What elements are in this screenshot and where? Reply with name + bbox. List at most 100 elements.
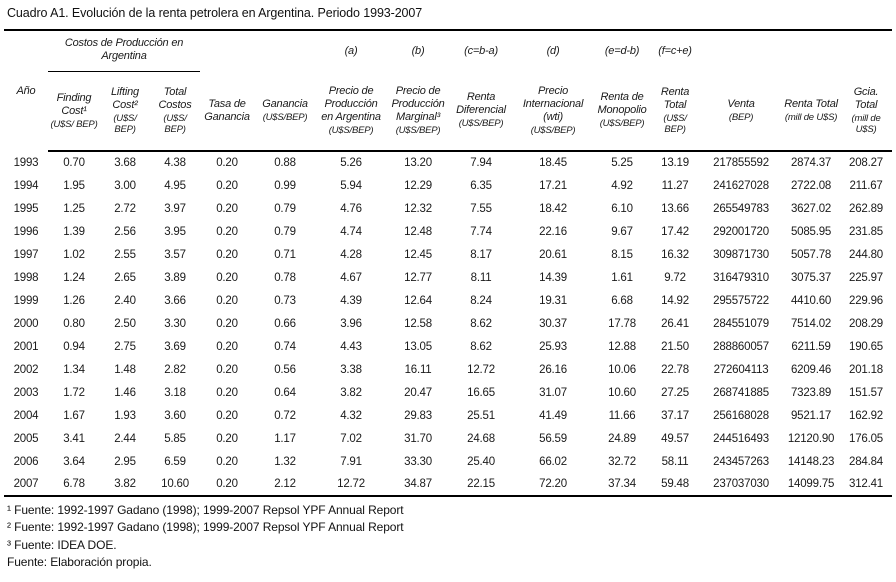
data-cell: 31.07 (539, 386, 567, 399)
data-cell: 22.15 (450, 473, 513, 497)
col-header-lifting-cost: Lifting Cost² (U$S/ BEP) (100, 71, 150, 152)
data-cell: 17.21 (539, 179, 567, 192)
data-cell: 10.60 (150, 473, 201, 497)
data-cell: 237037030 (700, 473, 783, 497)
data-cell: 25.93 (539, 340, 567, 353)
data-cell: 3.89 (164, 271, 186, 284)
year-cell: 2000 (13, 317, 39, 330)
costos-group-header: Costos de Producción en Argentina (48, 30, 201, 72)
col-header-gcia-total: Gcia. Total (mill de U$S) (840, 71, 893, 152)
data-cell: 3.18 (164, 386, 186, 399)
data-cell: 4410.60 (790, 294, 832, 307)
table-body: 1993 0.70 3.68 4.38 0.20 0.88 5.26 13.20 7.94 18.… (4, 151, 893, 497)
data-cell: 5085.95 (790, 225, 832, 238)
data-cell: 316479310 (713, 271, 769, 284)
data-cell: 4.32 (340, 409, 362, 422)
data-cell: 30.37 (539, 317, 567, 330)
empty-cell (700, 30, 782, 71)
col-header-precio-produccion-argentina: Precio de Producción en Argentina (U$S/B… (316, 71, 387, 152)
data-cell: 0.94 (63, 340, 85, 353)
data-cell: 18.42 (539, 202, 567, 215)
data-cell: 17.42 (661, 225, 689, 238)
data-cell: 3.69 (164, 340, 186, 353)
year-cell: 1993 (13, 156, 39, 169)
formula-label-f: (f=c+e) (658, 44, 692, 57)
col-header-precio-produccion-marginal: Precio de Producción Marginal³ (U$S/BEP) (386, 71, 451, 152)
table-row: 1998 1.24 2.65 3.89 0.20 0.78 4.67 12.77 8.11 14.… (4, 266, 892, 289)
year-cell: 2002 (13, 363, 39, 376)
data-cell: 0.20 (216, 157, 238, 169)
data-cell: 244516493 (713, 432, 769, 445)
col-unit: (U$S/BEP) (599, 118, 645, 130)
data-cell: 4.38 (164, 157, 186, 169)
data-cell: 12.64 (404, 294, 432, 307)
col-header-ganancia: Ganancia (U$S/BEP) (254, 71, 317, 152)
data-cell: 29.83 (404, 409, 432, 422)
col-header-renta-total-bep: Renta Total (U$S/ BEP) (650, 71, 701, 152)
col-name: Renta Total (660, 85, 690, 111)
col-unit: (mill de U$S) (851, 112, 881, 135)
data-cell: 1.46 (114, 386, 136, 399)
table-row: 2006 3.64 2.95 6.59 0.20 1.32 7.91 33.30 25.40 66… (4, 450, 892, 473)
data-cell: 1.17 (274, 432, 296, 445)
data-cell: 12.32 (404, 202, 432, 215)
data-cell: 20.61 (539, 248, 567, 261)
data-cell: 243457263 (713, 455, 769, 468)
data-cell: 6.68 (611, 294, 633, 307)
data-cell: 0.56 (274, 363, 296, 376)
data-cell: 12.48 (404, 225, 432, 238)
data-cell: 7514.02 (790, 317, 832, 330)
col-name: Gcia. Total (853, 85, 879, 111)
col-unit: (U$S/BEP) (530, 124, 576, 136)
data-cell: 4.95 (164, 179, 186, 192)
data-cell: 14.39 (539, 271, 567, 284)
col-name: Renta Diferencial (456, 91, 506, 117)
data-cell: 0.20 (216, 179, 238, 192)
data-cell: 0.20 (216, 225, 238, 238)
data-cell: 58.11 (661, 455, 689, 468)
table-title: Cuadro A1. Evolución de la renta petrole… (7, 6, 423, 20)
col-name: Tasa de Ganancia (204, 97, 250, 123)
data-cell: 1.61 (611, 271, 633, 284)
data-cell: 7.55 (470, 202, 492, 215)
col-unit: (BEP) (728, 111, 754, 123)
data-cell: 21.50 (661, 340, 689, 353)
data-cell: 272604113 (713, 363, 769, 376)
year-cell: 1997 (13, 248, 39, 261)
col-unit: (U$S/ BEP) (663, 112, 687, 135)
table-row: 2000 0.80 2.50 3.30 0.20 0.66 3.96 12.58 8.62 30.… (4, 312, 892, 335)
data-cell: 13.19 (661, 157, 689, 169)
col-header-venta: Venta (BEP) (700, 71, 783, 152)
col-header-renta-diferencial: Renta Diferencial (U$S/BEP) (450, 71, 513, 152)
data-cell: 3.41 (63, 432, 85, 445)
data-cell: 8.24 (470, 294, 492, 307)
col-name: Renta Total (784, 97, 838, 110)
data-cell: 312.41 (840, 473, 893, 497)
data-cell: 162.92 (849, 409, 884, 422)
data-cell: 3.95 (164, 225, 186, 238)
formula-label-d: (d) (546, 44, 560, 57)
data-cell: 2.55 (114, 248, 136, 261)
data-cell: 7.02 (340, 432, 362, 445)
data-cell: 37.34 (594, 473, 651, 497)
data-cell: 0.73 (274, 294, 296, 307)
data-cell: 12.72 (467, 363, 495, 376)
footnote-1: ¹ Fuente: 1992-1997 Gadano (1998); 1999-… (7, 503, 404, 517)
col-unit: (U$S/ BEP) (163, 113, 187, 136)
data-cell: 6.10 (611, 202, 633, 215)
data-cell: 2.65 (114, 271, 136, 284)
data-cell: 19.31 (539, 294, 567, 307)
data-cell: 16.11 (404, 363, 432, 376)
data-cell: 3.64 (63, 455, 85, 468)
data-cell: 13.66 (661, 202, 689, 215)
data-cell: 16.32 (661, 248, 689, 261)
data-cell: 5.25 (611, 157, 633, 169)
data-cell: 3.97 (164, 202, 186, 215)
year-cell: 2007 (4, 473, 48, 497)
data-cell: 6209.46 (790, 363, 832, 376)
data-cell: 3.96 (340, 317, 362, 330)
data-cell: 3.00 (114, 179, 136, 192)
empty-cell (840, 30, 892, 71)
table-row: 1995 1.25 2.72 3.97 0.20 0.79 4.76 12.32 7.55 18.… (4, 197, 892, 220)
